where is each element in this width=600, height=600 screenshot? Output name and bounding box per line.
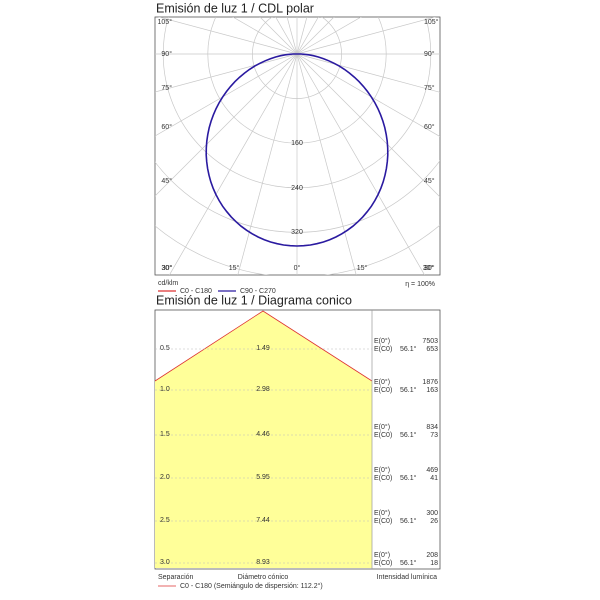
angle-label: 30° — [162, 264, 173, 272]
angle-label: 0° — [294, 264, 301, 272]
angle: 56.1° — [400, 345, 417, 353]
ec0-value: 163 — [426, 387, 438, 394]
angle-label: 15° — [229, 264, 240, 272]
angle: 56.1° — [400, 474, 417, 482]
grid-ray — [296, 53, 440, 93]
ring-label: 320 — [291, 229, 303, 236]
separation: 2.0 — [160, 474, 170, 481]
grid-ray — [237, 53, 298, 275]
grid-ray — [157, 17, 298, 55]
diameter: 4.46 — [256, 431, 270, 438]
legend-label: C0 - C180 (Semiángulo de dispersión: 112… — [180, 582, 323, 590]
unit: cd/klm — [158, 280, 178, 287]
grid-ray — [155, 53, 298, 197]
e0-label: E(0°) — [374, 423, 390, 431]
angle: 56.1° — [400, 559, 417, 567]
ec0-label: E(C0) — [374, 475, 392, 482]
e0-label: E(0°) — [374, 466, 390, 474]
angle: 56.1° — [400, 517, 417, 525]
angle: 56.1° — [400, 386, 417, 394]
grid-ray — [296, 53, 440, 137]
e0-label: E(0°) — [374, 551, 390, 559]
diameter: 1.49 — [256, 345, 270, 352]
separation: 3.0 — [160, 559, 170, 566]
cone-edge — [154, 310, 373, 382]
grid-ray — [296, 17, 437, 55]
e0-value: 469 — [426, 467, 438, 474]
grid-ray — [296, 17, 362, 55]
ec0-label: E(C0) — [374, 432, 392, 439]
angle-label: 90° — [424, 50, 435, 58]
cone-title: Emisión de luz 1 / Diagrama conico — [156, 293, 352, 307]
separation: 1.0 — [160, 386, 170, 393]
ec0-value: 653 — [426, 346, 438, 353]
diameter: 7.44 — [256, 517, 270, 524]
angle-label: 30° — [424, 264, 435, 272]
grid-ray — [155, 53, 298, 137]
ec0-label: E(C0) — [374, 518, 392, 525]
ec0-label: E(C0) — [374, 387, 392, 394]
angle-label: 30° — [161, 264, 172, 272]
grid-ray — [169, 53, 298, 275]
ec0-value: 26 — [430, 518, 438, 525]
e0-value: 1876 — [422, 379, 438, 386]
angle-label: 75° — [424, 84, 435, 92]
angle: 56.1° — [400, 431, 417, 439]
separation: 0.5 — [160, 345, 170, 352]
ec0-value: 73 — [430, 432, 438, 439]
footer-label: Intensidad lumínica — [377, 574, 437, 581]
e0-label: E(0°) — [374, 509, 390, 517]
angle-label: 60° — [424, 123, 435, 131]
angle-label: 60° — [161, 123, 172, 131]
angle-label: 75° — [161, 84, 172, 92]
e0-value: 300 — [426, 510, 438, 517]
ec0-label: E(C0) — [374, 560, 392, 567]
angle-label: 105° — [158, 18, 173, 26]
ec0-value: 18 — [430, 560, 438, 567]
angle-label: 45° — [161, 177, 172, 185]
ring-label: 240 — [291, 185, 303, 192]
footer-label: Separación — [158, 574, 194, 581]
grid-ray — [296, 53, 440, 198]
angle-label: 105° — [424, 18, 439, 26]
angle-label: 45° — [424, 177, 435, 185]
grid-ray — [232, 17, 298, 55]
polar-curve — [205, 53, 389, 247]
grid-ray — [296, 53, 425, 275]
diameter: 8.93 — [256, 559, 270, 566]
cone-fill — [155, 311, 372, 568]
footer-label: Diámetro cónico — [238, 574, 289, 581]
separation: 2.5 — [160, 517, 170, 524]
grid-ray — [296, 53, 357, 275]
polar-frame — [154, 16, 441, 276]
e0-value: 834 — [426, 424, 438, 431]
legend-label: C0 - C180 — [180, 288, 212, 295]
grid-ray — [155, 53, 298, 93]
separation: 1.5 — [160, 431, 170, 438]
e0-label: E(0°) — [374, 337, 390, 345]
polar-grid — [155, 17, 440, 275]
diameter: 2.98 — [256, 386, 270, 393]
angle-label: 30° — [423, 264, 434, 272]
ec0-label: E(C0) — [374, 346, 392, 353]
e0-label: E(0°) — [374, 378, 390, 386]
ec0-value: 41 — [430, 475, 438, 482]
efficiency: η = 100% — [405, 281, 435, 288]
e0-value: 7503 — [422, 338, 438, 345]
diameter: 5.95 — [256, 474, 270, 481]
e0-value: 208 — [426, 552, 438, 559]
ring-label: 160 — [291, 140, 303, 147]
legend-label: C90 - C270 — [240, 288, 276, 295]
angle-label: 90° — [161, 50, 172, 58]
angle-label: 15° — [357, 264, 368, 272]
polar-title: Emisión de luz 1 / CDL polar — [156, 1, 314, 15]
